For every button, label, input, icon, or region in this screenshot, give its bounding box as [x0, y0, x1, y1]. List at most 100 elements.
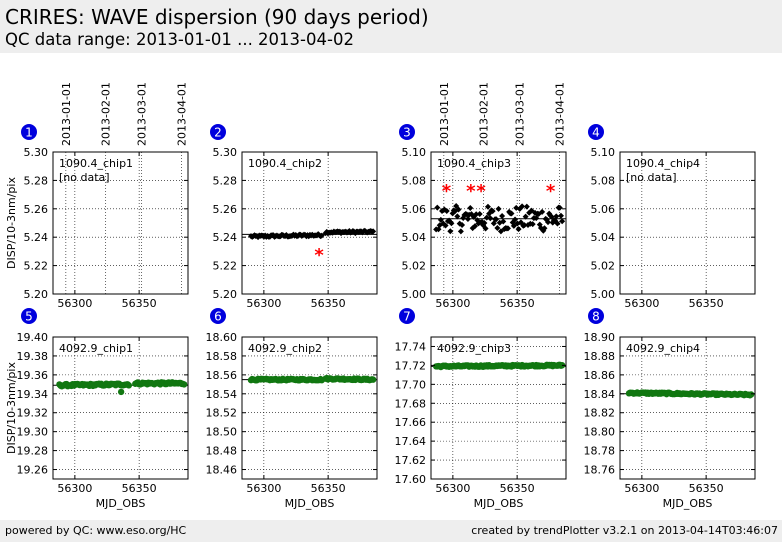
panel-number-badge — [399, 124, 415, 140]
panel-number: 2 — [214, 126, 222, 140]
x-tick-label: 56300 — [624, 482, 659, 495]
y-tick-label: 18.76 — [584, 464, 616, 477]
x-tick-label: 56350 — [689, 297, 724, 310]
panel-number-badge — [399, 308, 415, 324]
y-tick-label: 18.46 — [206, 464, 238, 477]
data-point — [125, 382, 133, 389]
y-tick-label: 18.50 — [206, 426, 238, 439]
data-point — [494, 225, 501, 232]
data-point — [553, 213, 560, 220]
report-header: CRIRES: WAVE dispersion (90 days period)… — [0, 0, 782, 53]
data-point — [500, 218, 507, 225]
y-axis-label: DISP/10-3nm/pix — [5, 362, 18, 454]
x-tick-label: 56350 — [311, 482, 346, 495]
date-tick-label: 2013-01-01 — [60, 82, 73, 146]
panel-number: 8 — [592, 310, 600, 324]
y-tick-label: 18.60 — [206, 331, 238, 344]
y-tick-label: 19.40 — [17, 331, 49, 344]
footer-created-by: created by trendPlotter v3.2.1 on 2013-0… — [471, 524, 778, 537]
data-point — [448, 220, 455, 227]
y-tick-label: 19.34 — [17, 388, 49, 401]
y-tick-label: 19.26 — [17, 464, 49, 477]
x-axis-label: MJD_OBS — [474, 497, 524, 510]
y-tick-label: 5.06 — [402, 203, 427, 216]
data-point — [557, 212, 564, 219]
data-point — [529, 221, 536, 228]
data-point — [473, 211, 480, 218]
y-axis-label: DISP/10-3nm/pix — [5, 177, 18, 269]
data-point — [522, 213, 529, 220]
x-tick-label: 56350 — [689, 482, 724, 495]
chart-panel-4: 56300 56350 5.00 5.02 5.04 5.06 5.08 5.10 1090.4… — [588, 124, 756, 310]
data-point — [508, 210, 515, 217]
data-point — [545, 219, 552, 226]
data-point — [443, 207, 450, 214]
y-tick-label: 18.56 — [206, 369, 238, 382]
chart-panel-3: * * * *56300 563505.005.025.045.065.085.1020… — [399, 82, 567, 310]
panel-number-badge — [588, 124, 604, 140]
outlier-marker: * — [546, 181, 556, 202]
y-tick-label: 17.60 — [395, 473, 427, 486]
chart-panel-7: 56300 56350 17.60 17.62 17.64 17.66 17.68 17.70… — [395, 308, 567, 510]
data-point — [472, 223, 479, 230]
y-tick-label: 5.20 — [24, 288, 49, 301]
x-tick-label: 56350 — [500, 482, 535, 495]
panel-number: 6 — [214, 310, 222, 324]
data-point — [747, 391, 755, 398]
data-point — [476, 211, 483, 218]
y-tick-label: 17.64 — [395, 435, 427, 448]
y-tick-label: 5.08 — [402, 174, 427, 187]
data-point — [434, 204, 441, 211]
x-tick-label: 56350 — [311, 297, 346, 310]
chart-panel-1: 56300 56350 5.20 5.22 5.24 5.26 5.28 5.30 2013-0… — [5, 82, 189, 310]
y-tick-label: 18.80 — [584, 426, 616, 439]
y-tick-label: 5.10 — [402, 146, 427, 159]
x-tick-label: 56300 — [435, 482, 470, 495]
y-tick-label: 5.02 — [402, 260, 427, 273]
data-point — [504, 225, 511, 232]
chart-panel-2: * 56300 56350 5.20 5.22 5.24 5.26 5.28 5.30 1090.… — [210, 124, 378, 310]
panel-label: 4092.9_chip4 — [626, 342, 700, 355]
data-point — [482, 225, 489, 232]
panel-number: 1 — [25, 126, 33, 140]
y-tick-label: 5.26 — [213, 203, 238, 216]
y-tick-label: 5.30 — [24, 146, 49, 159]
outlier-marker: * — [314, 245, 324, 266]
y-tick-label: 19.36 — [17, 369, 49, 382]
panel-number-badge — [21, 124, 37, 140]
data-point — [556, 204, 563, 211]
data-point — [521, 222, 528, 229]
data-point — [457, 228, 464, 235]
y-tick-label: 17.74 — [395, 340, 427, 353]
data-point — [539, 208, 546, 215]
y-tick-label: 5.20 — [213, 288, 238, 301]
y-tick-label: 17.70 — [395, 378, 427, 391]
x-axis-label: MJD_OBS — [285, 497, 335, 510]
plot-frame — [241, 151, 378, 295]
x-tick-label: 56350 — [122, 297, 157, 310]
data-point — [442, 222, 449, 229]
data-point — [467, 205, 474, 212]
chart-panel-8: 56300 56350 18.76 18.78 18.80 18.82 18.84 18.86… — [584, 308, 756, 510]
date-tick-label: 2013-03-01 — [136, 82, 149, 146]
panel-number-badge — [210, 124, 226, 140]
y-tick-label: 5.26 — [24, 203, 49, 216]
plot-frame — [52, 151, 189, 295]
x-tick-label: 56300 — [246, 482, 281, 495]
date-tick-label: 2013-02-01 — [478, 82, 491, 146]
y-tick-label: 5.08 — [591, 174, 616, 187]
plots-canvas: 56300 56350 5.20 5.22 5.24 5.26 5.28 5.30 2013-0… — [5, 82, 756, 510]
footer-powered-by[interactable]: powered by QC: www.eso.org/HC — [5, 524, 187, 537]
y-tick-label: 18.84 — [584, 388, 616, 401]
no-data-note: [no data] — [59, 171, 110, 184]
y-tick-label: 5.04 — [402, 231, 427, 244]
y-tick-label: 18.82 — [584, 407, 616, 420]
data-point — [519, 203, 526, 210]
data-point — [454, 213, 461, 220]
panel-number-badge — [21, 308, 37, 324]
page-title: CRIRES: WAVE dispersion (90 days period) — [5, 5, 429, 29]
y-tick-label: 17.62 — [395, 454, 427, 467]
data-point — [495, 205, 502, 212]
y-tick-label: 17.68 — [395, 397, 427, 410]
y-tick-label: 19.38 — [17, 350, 49, 363]
